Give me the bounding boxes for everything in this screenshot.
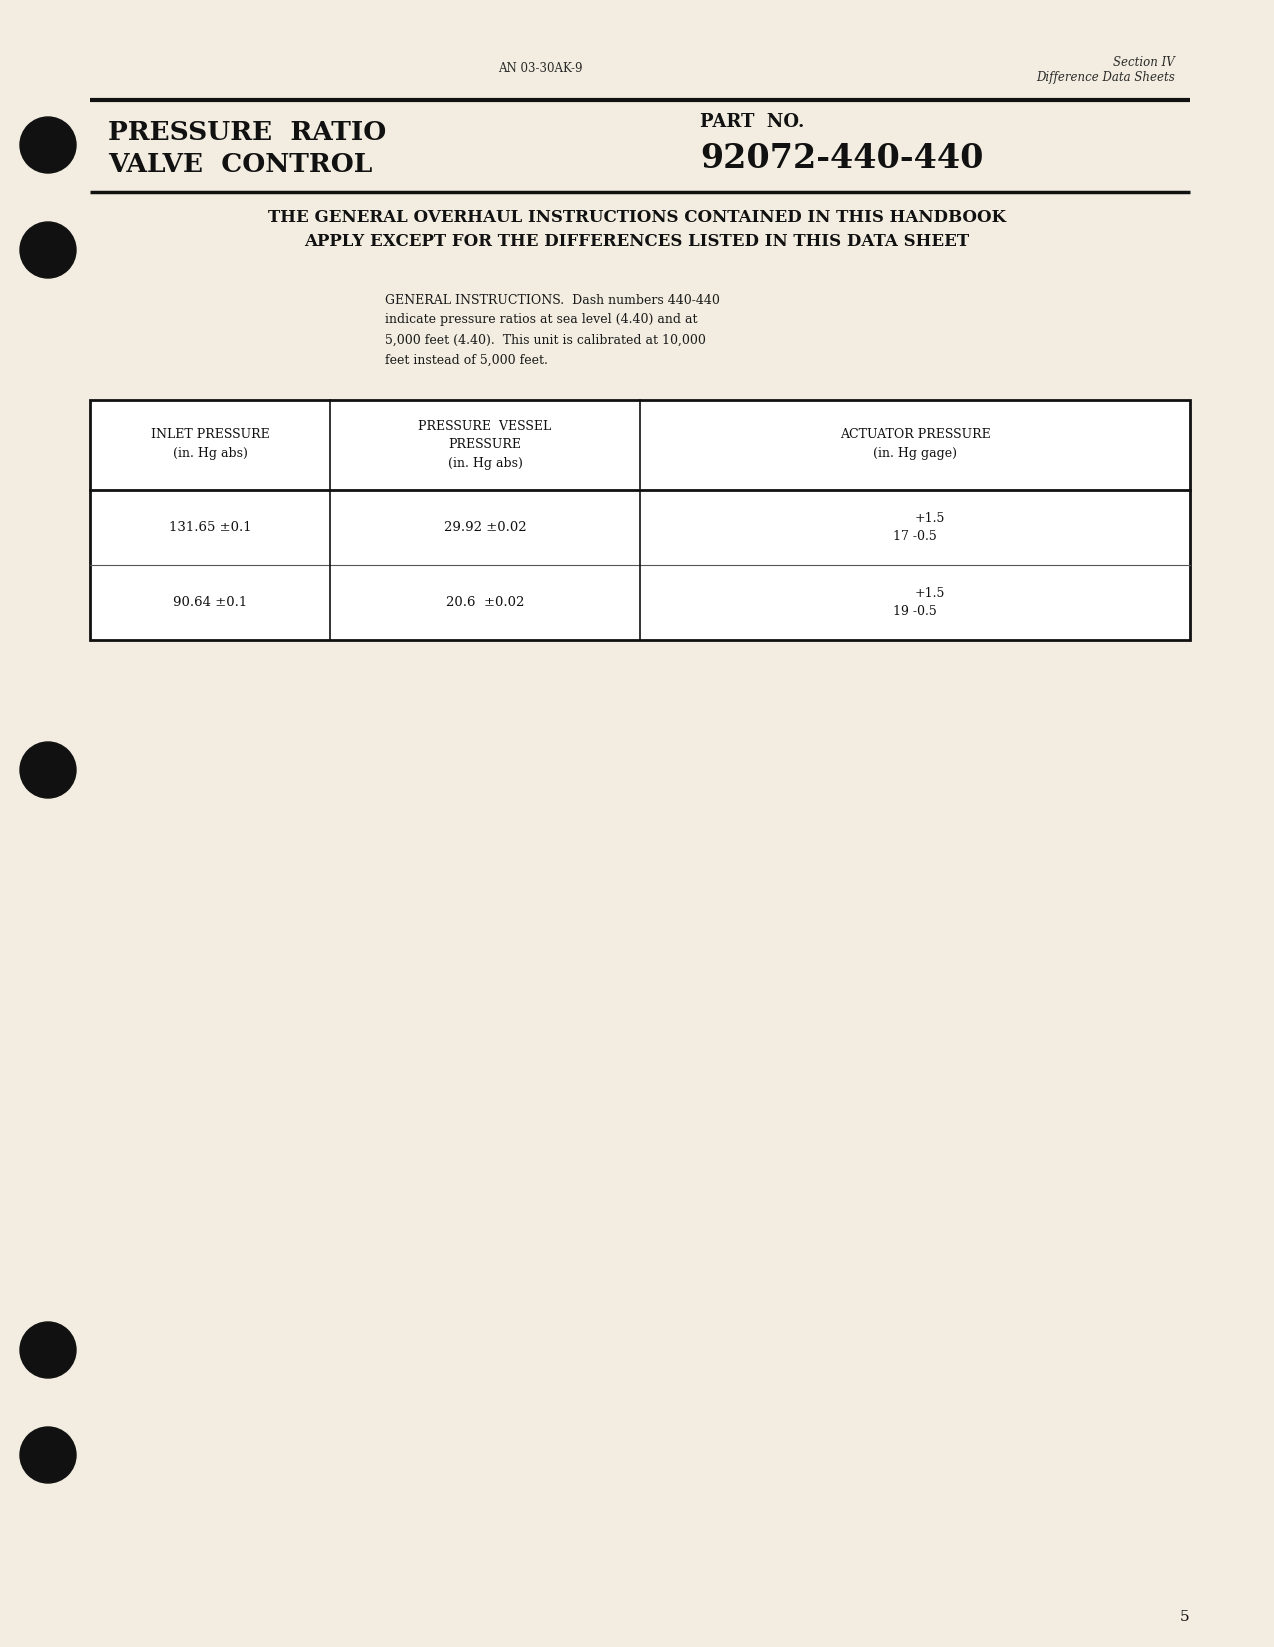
Text: +1.5: +1.5 xyxy=(915,512,945,525)
Text: feet instead of 5,000 feet.: feet instead of 5,000 feet. xyxy=(385,354,548,367)
Text: +1.5: +1.5 xyxy=(915,586,945,600)
Text: PRESSURE: PRESSURE xyxy=(448,438,521,451)
Text: 131.65 ±0.1: 131.65 ±0.1 xyxy=(168,520,251,534)
Circle shape xyxy=(20,743,76,799)
Text: Section IV: Section IV xyxy=(1113,56,1175,69)
Text: 92072-440-440: 92072-440-440 xyxy=(699,142,984,175)
Text: 90.64 ±0.1: 90.64 ±0.1 xyxy=(173,596,247,609)
Text: PART  NO.: PART NO. xyxy=(699,114,804,132)
Bar xyxy=(90,400,1190,641)
Text: ACTUATOR PRESSURE: ACTUATOR PRESSURE xyxy=(840,428,990,441)
Text: PRESSURE  VESSEL: PRESSURE VESSEL xyxy=(418,420,552,433)
Circle shape xyxy=(20,117,76,173)
Text: GENERAL INSTRUCTIONS.  Dash numbers 440-440: GENERAL INSTRUCTIONS. Dash numbers 440-4… xyxy=(385,293,720,306)
Text: THE GENERAL OVERHAUL INSTRUCTIONS CONTAINED IN THIS HANDBOOK: THE GENERAL OVERHAUL INSTRUCTIONS CONTAI… xyxy=(268,209,1006,227)
Circle shape xyxy=(20,1323,76,1379)
Text: PRESSURE  RATIO: PRESSURE RATIO xyxy=(108,120,386,145)
Text: (in. Hg abs): (in. Hg abs) xyxy=(172,446,247,460)
Text: APPLY EXCEPT FOR THE DIFFERENCES LISTED IN THIS DATA SHEET: APPLY EXCEPT FOR THE DIFFERENCES LISTED … xyxy=(304,234,970,250)
Text: Difference Data Sheets: Difference Data Sheets xyxy=(1036,71,1175,84)
Circle shape xyxy=(20,222,76,278)
Text: 5,000 feet (4.40).  This unit is calibrated at 10,000: 5,000 feet (4.40). This unit is calibrat… xyxy=(385,333,706,346)
Text: (in. Hg gage): (in. Hg gage) xyxy=(873,446,957,460)
Text: 5: 5 xyxy=(1180,1611,1190,1624)
Text: 19 -0.5: 19 -0.5 xyxy=(893,604,936,618)
Text: 17 -0.5: 17 -0.5 xyxy=(893,530,936,544)
Circle shape xyxy=(20,1426,76,1482)
Text: 20.6  ±0.02: 20.6 ±0.02 xyxy=(446,596,524,609)
Text: AN 03-30AK-9: AN 03-30AK-9 xyxy=(498,61,582,74)
Text: (in. Hg abs): (in. Hg abs) xyxy=(447,456,522,469)
Text: indicate pressure ratios at sea level (4.40) and at: indicate pressure ratios at sea level (4… xyxy=(385,313,697,326)
Text: VALVE  CONTROL: VALVE CONTROL xyxy=(108,153,372,178)
Text: 29.92 ±0.02: 29.92 ±0.02 xyxy=(443,520,526,534)
Text: INLET PRESSURE: INLET PRESSURE xyxy=(150,428,269,441)
